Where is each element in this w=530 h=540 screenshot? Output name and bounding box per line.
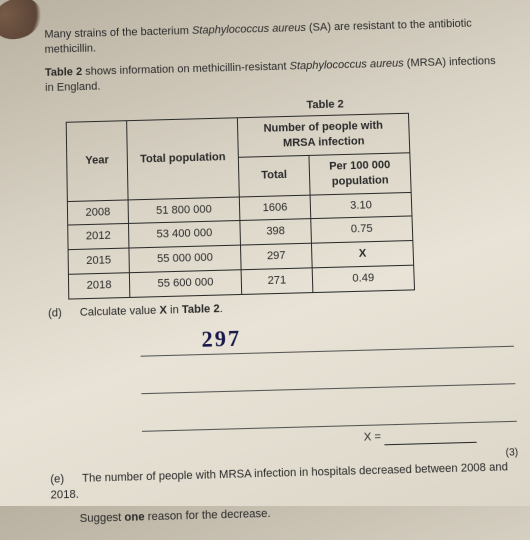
cell-pop: 55 000 000 xyxy=(129,245,241,272)
intro-line-1: Many strains of the bacterium Staphyloco… xyxy=(44,16,502,58)
cell-pop: 55 600 000 xyxy=(129,270,241,298)
header-mrsa: Number of people with MRSA infection xyxy=(237,113,409,157)
header-total-pop: Total population xyxy=(127,118,240,200)
qe-line-1-wrap: (e) The number of people with MRSA infec… xyxy=(50,460,519,504)
cell-year: 2008 xyxy=(67,200,128,226)
qd-label: (d) xyxy=(48,306,77,322)
marks-d: (3) xyxy=(505,446,518,461)
header-per100k: Per 100 000 population xyxy=(309,153,411,195)
cell-total: 398 xyxy=(240,219,312,245)
cell-pop: 51 800 000 xyxy=(128,197,240,224)
answer-line-2 xyxy=(141,361,516,394)
question-e: (e) The number of people with MRSA infec… xyxy=(50,460,520,528)
cell-per: 0.49 xyxy=(312,265,414,292)
qd-text-a: Calculate value xyxy=(80,304,160,319)
cell-per: 3.10 xyxy=(310,192,412,219)
qe-line-1: The number of people with MRSA infection… xyxy=(50,461,508,502)
header-total: Total xyxy=(238,155,310,196)
cell-X: X xyxy=(359,248,367,261)
intro-2-bold: Table 2 xyxy=(45,66,82,79)
cell-year: 2012 xyxy=(68,224,129,250)
intro-1a: Many strains of the bacterium xyxy=(44,25,192,41)
cell-pop: 53 400 000 xyxy=(128,221,240,248)
cell-year: 2018 xyxy=(68,273,129,299)
cell-total: 271 xyxy=(241,268,313,294)
mrsa-table: Year Total population Number of people w… xyxy=(66,113,415,300)
cell-per: 0.75 xyxy=(311,216,413,243)
cell-total: 297 xyxy=(240,243,312,269)
qe-label: (e) xyxy=(50,472,79,488)
qd-text-b: in xyxy=(167,304,182,317)
x-equals-label: X = xyxy=(364,431,382,444)
x-equals-line: X = xyxy=(50,427,477,454)
cell-year: 2015 xyxy=(68,248,129,274)
cell-total: 1606 xyxy=(239,195,310,221)
intro-line-2: Table 2 shows information on methicillin… xyxy=(45,54,504,96)
intro-1-italic: Staphylococcus aureus xyxy=(192,22,306,37)
table-body: 2008 51 800 000 1606 3.10 2012 53 400 00… xyxy=(67,192,414,299)
qd-text-d: . xyxy=(219,303,222,315)
qd-table-ref: Table 2 xyxy=(182,303,220,316)
exam-page: Many strains of the bacterium Staphyloco… xyxy=(0,0,530,540)
x-equals-blank xyxy=(384,430,477,445)
qe-2c: reason for the decrease. xyxy=(144,507,270,523)
answer-area-d: 297 xyxy=(140,324,517,432)
intro-2-italic: Staphylococcus aureus xyxy=(289,57,403,72)
qe-2b: one xyxy=(124,511,144,524)
handwritten-answer: 297 xyxy=(201,323,241,355)
intro-text: Many strains of the bacterium Staphyloco… xyxy=(44,16,503,96)
qe-line-2-wrap: Suggest one reason for the decrease. xyxy=(80,499,521,527)
cell-per: X xyxy=(311,241,413,268)
qe-2a: Suggest xyxy=(80,511,125,525)
answer-line-1: 297 xyxy=(140,324,514,357)
header-year: Year xyxy=(66,121,128,201)
intro-2b: shows information on methicillin-resista… xyxy=(82,60,290,78)
